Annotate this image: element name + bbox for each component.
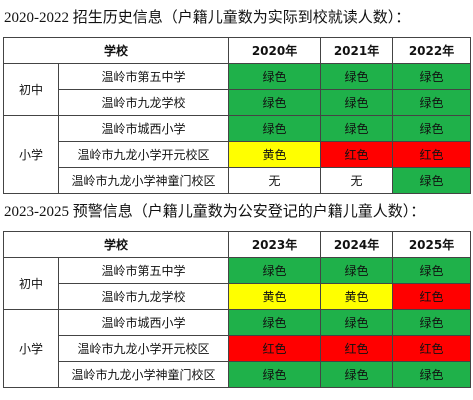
status-cell: 绿色	[392, 361, 472, 388]
data-row: 初中 温岭市第五中学 绿色 绿色 绿色	[3, 63, 472, 116]
school-cell: 温岭市城西小学	[57, 115, 230, 142]
status-cell: 红色	[392, 141, 472, 168]
status-cell: 绿色	[320, 361, 394, 388]
status-cell: 绿色	[228, 309, 322, 336]
school-cell: 温岭市九龙小学开元校区	[57, 335, 230, 362]
group-cell: 初中	[3, 63, 59, 116]
status-cell: 红色	[228, 335, 322, 362]
status-cell: 绿色	[392, 167, 472, 194]
school-cell: 温岭市第五中学	[57, 63, 230, 90]
status-cell: 绿色	[320, 115, 394, 142]
group-cell: 小学	[3, 115, 59, 194]
section-title: 2020-2022 招生历史信息（户籍儿童数为实际到校就读人数）：	[4, 10, 411, 26]
status-cell: 红色	[320, 141, 394, 168]
page: 2020-2022 招生历史信息（户籍儿童数为实际到校就读人数）： 学校 2020年…	[0, 8, 473, 400]
header-cell: 学校	[2, 231, 230, 258]
status-cell: 绿色	[228, 115, 322, 142]
status-cell: 黄色	[228, 141, 322, 168]
status-cell: 绿色	[320, 63, 394, 90]
status-cell: 绿色	[392, 309, 472, 336]
header-row: 学校 2020年 2021年 2022年	[2, 37, 472, 64]
school-cell: 温岭市九龙学校	[57, 283, 230, 310]
header-cell: 2023年	[228, 231, 322, 258]
data-row: 温岭市九龙学校 绿色 绿色 绿色	[4, 89, 472, 116]
header-cell: 2024年	[320, 231, 394, 258]
header-cell: 2020年	[228, 37, 322, 64]
status-cell: 红色	[392, 335, 472, 362]
school-cell: 温岭市九龙学校	[57, 89, 230, 116]
status-cell: 绿色	[228, 257, 322, 284]
header-cell: 学校	[2, 37, 230, 64]
school-cell: 温岭市城西小学	[57, 309, 230, 336]
status-cell: 绿色	[320, 89, 394, 116]
status-cell: 绿色	[320, 257, 394, 284]
data-row: 初中 温岭市第五中学 绿色 绿色 绿色	[3, 257, 472, 310]
status-cell: 红色	[392, 283, 472, 310]
status-cell: 无	[320, 167, 394, 194]
school-cell: 温岭市第五中学	[57, 257, 230, 284]
header-cell: 2022年	[392, 37, 472, 64]
status-cell: 黄色	[320, 283, 394, 310]
status-cell: 绿色	[320, 309, 394, 336]
data-row: 温岭市九龙小学神童门校区无无绿色	[4, 167, 472, 194]
data-row: 小学 温岭市城西小学 绿色 绿色 绿色	[3, 309, 472, 388]
data-row: 温岭市九龙小学开元校区 黄色 红色 红色	[4, 141, 472, 168]
school-cell: 温岭市九龙小学神童门校区	[57, 361, 230, 388]
status-cell: 无	[228, 167, 322, 194]
status-table: 学校 2020年 2021年 2022年 初中 温岭市第五中学 绿色 绿色 绿色 温岭市九龙学校绿…	[2, 37, 472, 194]
status-cell: 绿色	[228, 89, 322, 116]
data-row: 温岭市九龙学校 黄色 黄色 红色	[4, 283, 472, 310]
status-table: 学校 2023年 2024年 2025年 初中 温岭市第五中学 绿色 绿色 绿色 温岭市九龙学校黄…	[2, 231, 472, 388]
header-cell: 2021年	[320, 37, 394, 64]
status-cell: 绿色	[392, 63, 472, 90]
header-row: 学校 2023年 2024年 2025年	[2, 231, 472, 258]
status-cell: 绿色	[392, 115, 472, 142]
status-cell: 绿色	[392, 257, 472, 284]
data-row: 温岭市九龙小学开元校区 红色 红色 红色	[4, 335, 472, 362]
status-cell: 绿色	[228, 63, 322, 90]
section-title: 2023-2025 预警信息（户籍儿童数为公安登记的户籍儿童人数）：	[4, 204, 426, 220]
status-cell: 绿色	[228, 361, 322, 388]
status-cell: 黄色	[228, 283, 322, 310]
data-row: 温岭市九龙小学神童门校区 绿色 绿色 绿色	[4, 361, 472, 388]
group-cell: 小学	[3, 309, 59, 388]
group-cell: 初中	[3, 257, 59, 310]
header-cell: 2025年	[392, 231, 472, 258]
school-cell: 温岭市九龙小学开元校区	[57, 141, 230, 168]
school-cell: 温岭市九龙小学神童门校区	[57, 167, 230, 194]
data-row: 小学 温岭市城西小学 绿色 绿色 绿色	[3, 115, 472, 194]
status-cell: 红色	[320, 335, 394, 362]
status-cell: 绿色	[392, 89, 472, 116]
